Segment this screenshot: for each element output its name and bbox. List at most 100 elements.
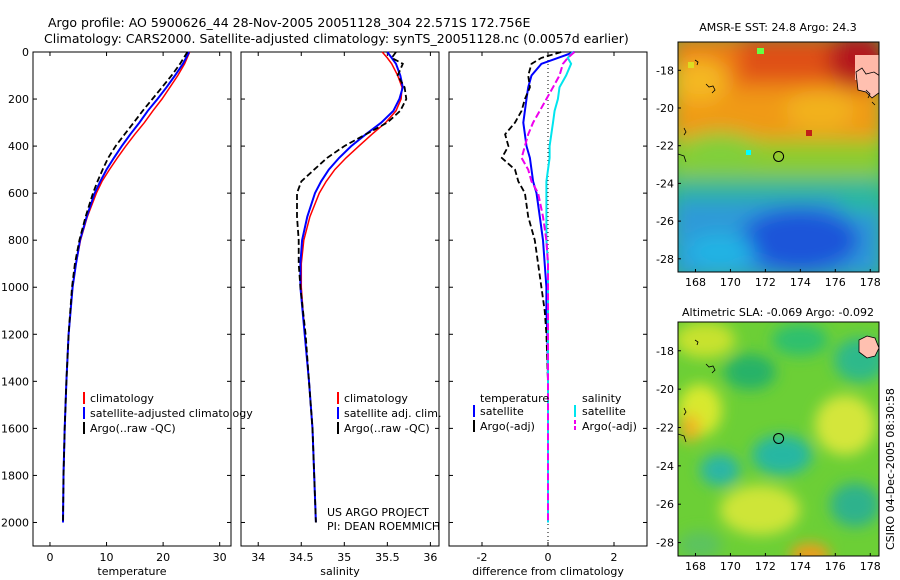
- map-y-tick-label: -20: [656, 383, 674, 396]
- legend-label-climatology: climatology: [90, 392, 154, 405]
- difference-panel: -2 0 2 difference from climatology tempera…: [448, 51, 648, 578]
- map-x-tick-label: 174: [790, 276, 811, 289]
- x-tick-label: 10: [100, 551, 114, 564]
- x-tick-label: 35.5: [375, 551, 400, 564]
- x-tick-label: 20: [156, 551, 170, 564]
- x-tick-label: 34.5: [289, 551, 314, 564]
- legend-label-argo: Argo(..raw -QC): [90, 422, 176, 435]
- timestamp: CSIRO 04-Dec-2005 08:30:58: [884, 388, 897, 550]
- legend-label-satellite: satellite adj. clim.: [344, 407, 441, 420]
- salinity-xlabel: salinity: [320, 565, 360, 578]
- sst-map-title: AMSR-E SST: 24.8 Argo: 24.3: [699, 21, 857, 34]
- x-tick-label: 0: [46, 551, 53, 564]
- difference-xlabel: difference from climatology: [472, 565, 624, 578]
- legend-label-temp-satellite: satellite: [480, 405, 524, 418]
- map-y-tick-label: -24: [656, 460, 674, 473]
- series-temperature-argo-adj-: [500, 51, 562, 523]
- map-y-tick-label: -24: [656, 177, 674, 190]
- x-tick-label: 2: [611, 551, 618, 564]
- project-credit: US ARGO PROJECT: [327, 506, 429, 519]
- salinity-legend: climatology satellite adj. clim. Argo(..…: [337, 392, 441, 435]
- pi-credit: PI: DEAN ROEMMICH: [327, 520, 440, 533]
- header-line-1: Argo profile: AO 5900626_44 28-Nov-2005 …: [48, 15, 530, 30]
- series-argo-raw-qc-: [62, 51, 189, 523]
- legend-title-temperature: temperature: [480, 392, 549, 405]
- map-y-tick-label: -18: [656, 345, 674, 358]
- map-x-tick-label: 168: [685, 560, 706, 573]
- map-x-tick-label: 176: [825, 276, 846, 289]
- temperature-xlabel: temperature: [97, 565, 166, 578]
- sla-map-title: Altimetric SLA: -0.069 Argo: -0.092: [682, 306, 874, 319]
- legend-title-salinity: salinity: [582, 392, 622, 405]
- x-tick-label: 0: [545, 551, 552, 564]
- map-y-tick-label: -26: [656, 498, 674, 511]
- depth-tick-label: 2000: [1, 516, 29, 529]
- legend-label-sal-argo: Argo(-adj): [582, 420, 637, 433]
- x-tick-label: 30: [213, 551, 227, 564]
- series-salinity-satellite: [545, 51, 574, 523]
- map-y-tick-label: -28: [656, 537, 674, 550]
- depth-tick-label: 1000: [1, 281, 29, 294]
- map-y-tick-label: -26: [656, 215, 674, 228]
- sst-map-frame: [677, 41, 880, 273]
- depth-tick-label: 400: [8, 140, 29, 153]
- map-x-tick-label: 168: [685, 276, 706, 289]
- difference-legend: temperature satellite Argo(-adj) salinit…: [473, 392, 637, 433]
- map-x-tick-label: 178: [860, 560, 881, 573]
- depth-axis: 0 200 400 600 800 1000 1200 1400 1600 1800 2000: [1, 46, 647, 529]
- argo-float-marker: [773, 150, 785, 162]
- depth-tick-label: 0: [22, 46, 29, 59]
- argo-float-marker: [773, 432, 785, 444]
- map-y-tick-label: -22: [656, 421, 674, 434]
- legend-label-argo: Argo(..raw -QC): [344, 422, 430, 435]
- depth-tick-label: 1800: [1, 469, 29, 482]
- series-climatology: [300, 51, 403, 523]
- legend-label-satellite: satellite-adjusted climatology: [90, 407, 253, 420]
- temperature-legend: climatology satellite-adjusted climatolo…: [83, 392, 253, 435]
- map-x-tick-label: 172: [755, 560, 776, 573]
- x-tick-label: -2: [477, 551, 488, 564]
- header-line-2: Climatology: CARS2000. Satellite-adjuste…: [44, 31, 629, 46]
- series-climatology: [62, 51, 191, 523]
- map-y-tick-label: -28: [656, 253, 674, 266]
- salinity-x-axis: 34 34.5 35 35.5 36: [251, 52, 437, 564]
- sst-field: [678, 42, 879, 272]
- map-x-tick-label: 170: [720, 276, 741, 289]
- depth-tick-label: 1400: [1, 375, 29, 388]
- salinity-axes-box: [240, 51, 440, 547]
- sla-field: [678, 322, 879, 556]
- salinity-series: [296, 51, 408, 523]
- series-argo-raw-qc-: [296, 51, 408, 523]
- x-tick-label: 35: [337, 551, 351, 564]
- legend-label-climatology: climatology: [344, 392, 408, 405]
- depth-tick-label: 600: [8, 187, 29, 200]
- x-tick-label: 34: [251, 551, 265, 564]
- map-x-tick-label: 172: [755, 276, 776, 289]
- temperature-x-axis: 0 10 20 30: [46, 52, 227, 564]
- map-y-tick-label: -20: [656, 102, 674, 115]
- depth-tick-label: 200: [8, 93, 29, 106]
- series-satellite-adj-clim-: [299, 51, 404, 523]
- map-y-tick-label: -22: [656, 140, 674, 153]
- legend-label-temp-argo: Argo(-adj): [480, 420, 535, 433]
- depth-tick-label: 1200: [1, 328, 29, 341]
- sla-map: Altimetric SLA: -0.069 Argo: -0.092: [656, 306, 881, 573]
- map-x-tick-label: 174: [790, 560, 811, 573]
- sst-map: AMSR-E SST: 24.8 Argo: 24.3: [656, 21, 881, 289]
- x-tick-label: 36: [423, 551, 437, 564]
- map-x-tick-label: 178: [860, 276, 881, 289]
- legend-label-sal-satellite: satellite: [582, 405, 626, 418]
- temperature-series: [62, 51, 191, 523]
- map-x-tick-label: 170: [720, 560, 741, 573]
- sla-map-axes: 168 170 172 174 176 178 -18 -20 -22 -24 -26 -28: [656, 345, 881, 573]
- salinity-panel: 34 34.5 35 35.5 36 salinity climatology sate…: [240, 51, 441, 578]
- map-y-tick-label: -18: [656, 64, 674, 77]
- difference-series: [500, 51, 576, 523]
- sla-map-frame: [677, 321, 880, 557]
- temperature-axes-box: [32, 51, 232, 547]
- map-x-tick-label: 176: [825, 560, 846, 573]
- sst-map-axes: 168 170 172 174 176 178 -18 -20 -22 -24 -26 -28: [656, 64, 881, 289]
- depth-tick-label: 1600: [1, 422, 29, 435]
